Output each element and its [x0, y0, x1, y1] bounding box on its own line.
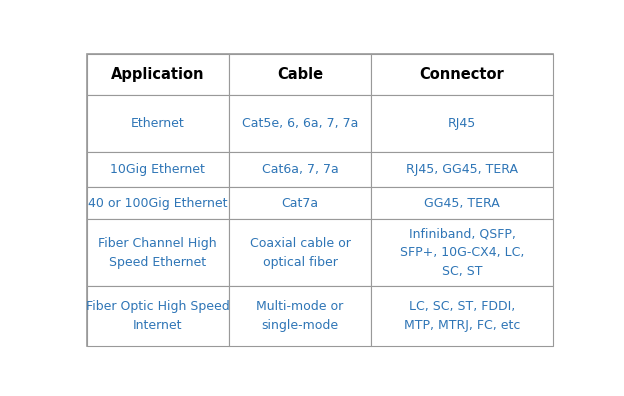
- Bar: [87, 219, 229, 286]
- Bar: [229, 286, 371, 346]
- Bar: [87, 286, 229, 346]
- Text: Coaxial cable or
optical fiber: Coaxial cable or optical fiber: [250, 237, 351, 269]
- Text: Multi-mode or
single-mode: Multi-mode or single-mode: [256, 300, 344, 332]
- Text: 40 or 100Gig Ethernet: 40 or 100Gig Ethernet: [88, 196, 228, 209]
- Bar: [87, 95, 229, 152]
- Bar: [371, 54, 553, 95]
- Text: RJ45: RJ45: [448, 117, 476, 130]
- Bar: [229, 54, 371, 95]
- Text: Infiniband, QSFP,
SFP+, 10G-CX4, LC,
SC, ST: Infiniband, QSFP, SFP+, 10G-CX4, LC, SC,…: [400, 227, 524, 278]
- Text: RJ45, GG45, TERA: RJ45, GG45, TERA: [406, 163, 518, 175]
- Text: Connector: Connector: [419, 67, 504, 82]
- Text: Fiber Channel High
Speed Ethernet: Fiber Channel High Speed Ethernet: [99, 237, 217, 269]
- Text: LC, SC, ST, FDDI,
MTP, MTRJ, FC, etc: LC, SC, ST, FDDI, MTP, MTRJ, FC, etc: [404, 300, 520, 332]
- Bar: [87, 187, 229, 219]
- Text: Cat5e, 6, 6a, 7, 7a: Cat5e, 6, 6a, 7, 7a: [241, 117, 358, 130]
- Bar: [87, 54, 229, 95]
- Bar: [371, 95, 553, 152]
- Text: Ethernet: Ethernet: [131, 117, 185, 130]
- Text: Cat6a, 7, 7a: Cat6a, 7, 7a: [261, 163, 338, 175]
- Text: Application: Application: [111, 67, 205, 82]
- Text: Fiber Optic High Speed
Internet: Fiber Optic High Speed Internet: [86, 300, 230, 332]
- Bar: [371, 219, 553, 286]
- Bar: [229, 187, 371, 219]
- Bar: [371, 152, 553, 187]
- Bar: [371, 187, 553, 219]
- Bar: [229, 219, 371, 286]
- Bar: [371, 286, 553, 346]
- Text: Cable: Cable: [277, 67, 323, 82]
- Text: Cat7a: Cat7a: [281, 196, 318, 209]
- Bar: [229, 152, 371, 187]
- Text: GG45, TERA: GG45, TERA: [424, 196, 500, 209]
- Bar: [87, 152, 229, 187]
- Text: 10Gig Ethernet: 10Gig Ethernet: [110, 163, 205, 175]
- Bar: [229, 95, 371, 152]
